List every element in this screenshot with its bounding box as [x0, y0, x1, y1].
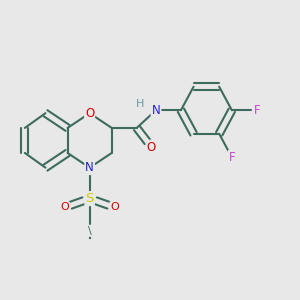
Text: O: O: [85, 107, 94, 120]
Text: F: F: [229, 151, 235, 164]
Text: N: N: [85, 161, 94, 174]
Text: \: \: [88, 226, 92, 236]
Text: S: S: [85, 192, 94, 205]
Text: N: N: [152, 104, 160, 117]
Text: O: O: [60, 202, 69, 212]
Text: O: O: [110, 202, 119, 212]
Text: O: O: [147, 141, 156, 154]
Text: F: F: [254, 104, 261, 117]
Text: H: H: [136, 99, 144, 110]
